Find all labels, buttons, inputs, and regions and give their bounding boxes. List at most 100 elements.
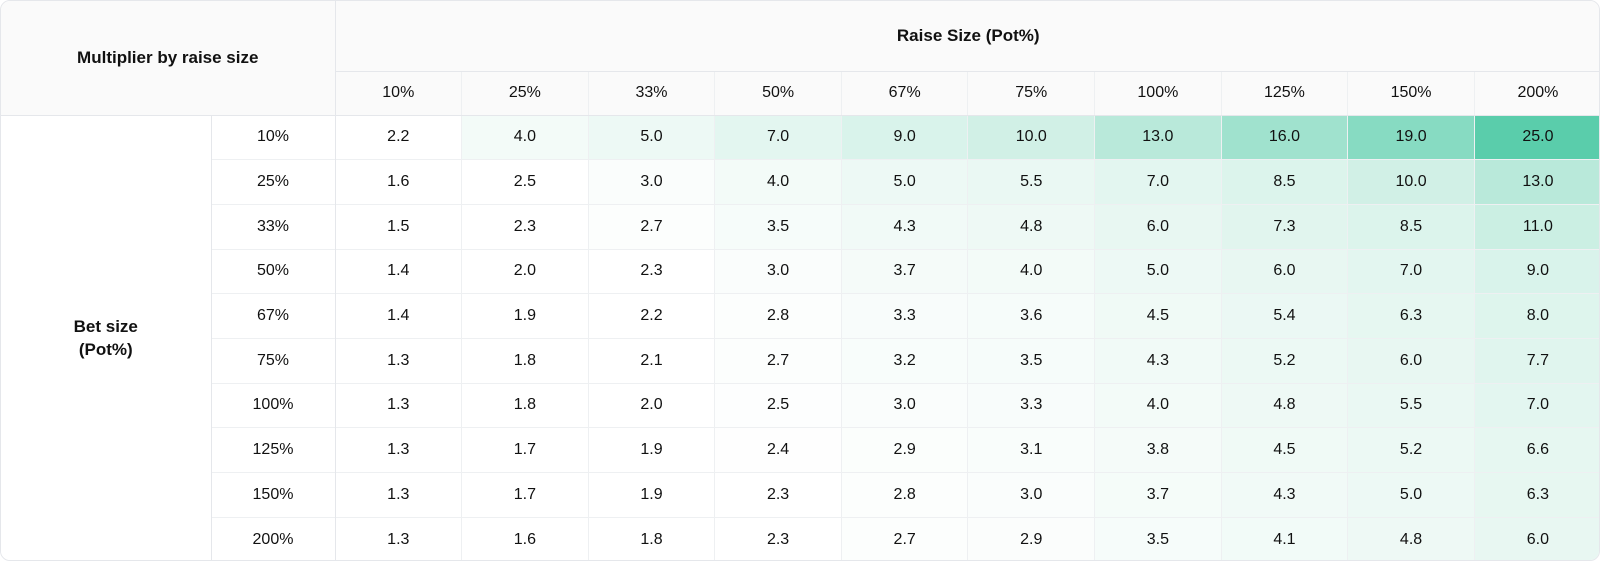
cell-1-8: 10.0 — [1348, 160, 1475, 205]
cell-0-0: 2.2 — [335, 115, 462, 160]
cell-1-2: 3.0 — [588, 160, 715, 205]
table-row: 150%1.31.71.92.32.83.03.74.35.06.3 — [1, 473, 1600, 518]
cell-2-7: 7.3 — [1221, 204, 1348, 249]
cell-6-3: 2.5 — [715, 383, 842, 428]
cell-4-4: 3.3 — [841, 294, 968, 339]
cell-9-8: 4.8 — [1348, 517, 1475, 561]
cell-0-8: 19.0 — [1348, 115, 1475, 160]
cell-8-2: 1.9 — [588, 473, 715, 518]
cell-8-0: 1.3 — [335, 473, 462, 518]
cell-6-9: 7.0 — [1474, 383, 1600, 428]
cell-7-2: 1.9 — [588, 428, 715, 473]
cell-4-3: 2.8 — [715, 294, 842, 339]
cell-7-9: 6.6 — [1474, 428, 1600, 473]
cell-4-5: 3.6 — [968, 294, 1095, 339]
cell-9-1: 1.6 — [462, 517, 589, 561]
cell-3-4: 3.7 — [841, 249, 968, 294]
table-row: 200%1.31.61.82.32.72.93.54.14.86.0 — [1, 517, 1600, 561]
cell-2-8: 8.5 — [1348, 204, 1475, 249]
cell-7-7: 4.5 — [1221, 428, 1348, 473]
cell-6-4: 3.0 — [841, 383, 968, 428]
cell-1-3: 4.0 — [715, 160, 842, 205]
cell-6-7: 4.8 — [1221, 383, 1348, 428]
row-axis-label: Bet size(Pot%) — [1, 115, 211, 561]
cell-9-5: 2.9 — [968, 517, 1095, 561]
cell-7-0: 1.3 — [335, 428, 462, 473]
cell-7-1: 1.7 — [462, 428, 589, 473]
cell-2-3: 3.5 — [715, 204, 842, 249]
table-row: 75%1.31.82.12.73.23.54.35.26.07.7 — [1, 338, 1600, 383]
cell-4-6: 4.5 — [1095, 294, 1222, 339]
row-head-5: 75% — [211, 338, 335, 383]
col-head-1: 25% — [462, 71, 589, 115]
cell-9-3: 2.3 — [715, 517, 842, 561]
cell-8-3: 2.3 — [715, 473, 842, 518]
cell-3-5: 4.0 — [968, 249, 1095, 294]
multiplier-table: Multiplier by raise size Raise Size (Pot… — [1, 1, 1600, 561]
col-head-4: 67% — [841, 71, 968, 115]
col-head-3: 50% — [715, 71, 842, 115]
cell-9-0: 1.3 — [335, 517, 462, 561]
cell-6-8: 5.5 — [1348, 383, 1475, 428]
cell-7-5: 3.1 — [968, 428, 1095, 473]
cell-0-1: 4.0 — [462, 115, 589, 160]
cell-7-4: 2.9 — [841, 428, 968, 473]
row-head-0: 10% — [211, 115, 335, 160]
col-head-0: 10% — [335, 71, 462, 115]
cell-4-8: 6.3 — [1348, 294, 1475, 339]
cell-1-4: 5.0 — [841, 160, 968, 205]
cell-4-7: 5.4 — [1221, 294, 1348, 339]
cell-0-2: 5.0 — [588, 115, 715, 160]
row-head-2: 33% — [211, 204, 335, 249]
cell-0-4: 9.0 — [841, 115, 968, 160]
row-head-3: 50% — [211, 249, 335, 294]
cell-3-0: 1.4 — [335, 249, 462, 294]
row-head-4: 67% — [211, 294, 335, 339]
cell-8-1: 1.7 — [462, 473, 589, 518]
cell-1-9: 13.0 — [1474, 160, 1600, 205]
col-head-5: 75% — [968, 71, 1095, 115]
cell-5-0: 1.3 — [335, 338, 462, 383]
table-row: 25%1.62.53.04.05.05.57.08.510.013.0 — [1, 160, 1600, 205]
row-head-1: 25% — [211, 160, 335, 205]
table-row: 67%1.41.92.22.83.33.64.55.46.38.0 — [1, 294, 1600, 339]
table-row: Bet size(Pot%)10%2.24.05.07.09.010.013.0… — [1, 115, 1600, 160]
table-row: 125%1.31.71.92.42.93.13.84.55.26.6 — [1, 428, 1600, 473]
cell-3-2: 2.3 — [588, 249, 715, 294]
cell-3-1: 2.0 — [462, 249, 589, 294]
table-row: 33%1.52.32.73.54.34.86.07.38.511.0 — [1, 204, 1600, 249]
cell-0-9: 25.0 — [1474, 115, 1600, 160]
cell-2-1: 2.3 — [462, 204, 589, 249]
cell-8-9: 6.3 — [1474, 473, 1600, 518]
row-head-6: 100% — [211, 383, 335, 428]
cell-2-2: 2.7 — [588, 204, 715, 249]
cell-0-6: 13.0 — [1095, 115, 1222, 160]
cell-3-6: 5.0 — [1095, 249, 1222, 294]
row-head-8: 150% — [211, 473, 335, 518]
col-head-7: 125% — [1221, 71, 1348, 115]
cell-5-3: 2.7 — [715, 338, 842, 383]
cell-6-5: 3.3 — [968, 383, 1095, 428]
cell-1-5: 5.5 — [968, 160, 1095, 205]
cell-0-5: 10.0 — [968, 115, 1095, 160]
col-head-8: 150% — [1348, 71, 1475, 115]
col-head-2: 33% — [588, 71, 715, 115]
cell-3-8: 7.0 — [1348, 249, 1475, 294]
cell-4-0: 1.4 — [335, 294, 462, 339]
cell-4-2: 2.2 — [588, 294, 715, 339]
cell-7-8: 5.2 — [1348, 428, 1475, 473]
col-head-9: 200% — [1474, 71, 1600, 115]
cell-2-0: 1.5 — [335, 204, 462, 249]
cell-6-6: 4.0 — [1095, 383, 1222, 428]
cell-0-7: 16.0 — [1221, 115, 1348, 160]
cell-1-1: 2.5 — [462, 160, 589, 205]
cell-1-7: 8.5 — [1221, 160, 1348, 205]
cell-1-6: 7.0 — [1095, 160, 1222, 205]
row-head-9: 200% — [211, 517, 335, 561]
cell-7-6: 3.8 — [1095, 428, 1222, 473]
multiplier-table-container: Multiplier by raise size Raise Size (Pot… — [0, 0, 1600, 561]
cell-4-9: 8.0 — [1474, 294, 1600, 339]
cell-5-2: 2.1 — [588, 338, 715, 383]
row-axis-label-line1: Bet size — [74, 317, 138, 336]
cell-1-0: 1.6 — [335, 160, 462, 205]
